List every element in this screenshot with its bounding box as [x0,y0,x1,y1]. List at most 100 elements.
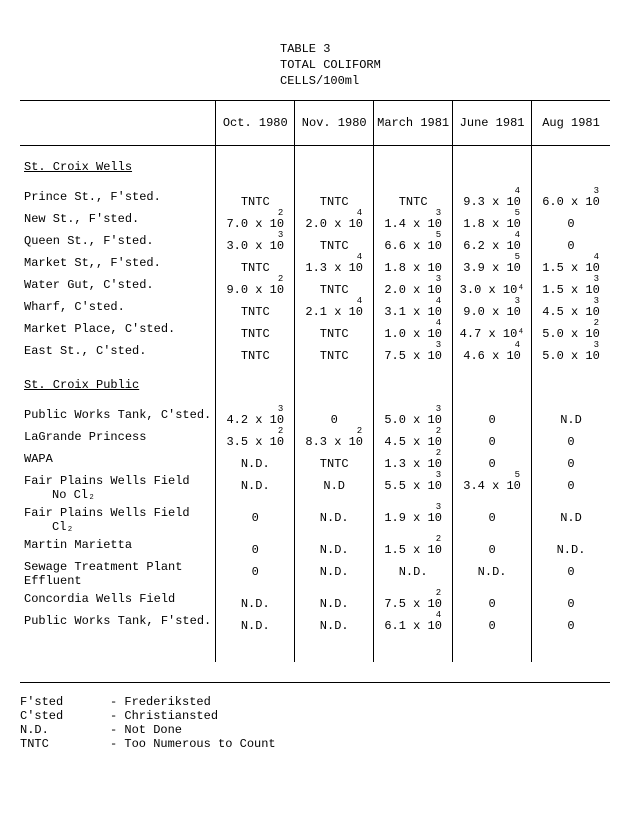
data-cell: N.D. [225,612,285,634]
col-header: Nov. 1980 [295,101,374,146]
col-header: Oct. 1980 [216,101,295,146]
row-label: Fair Plains Wells Field [24,474,190,488]
table-row: Water Gut, C'sted. 29.0 x 10 TNTC 32.0 x 10… [20,276,610,298]
data-cell: N.D. [225,450,285,472]
data-cell: 41.3 x 10 [304,254,364,276]
data-cell: 21.3 x 10 [383,450,443,472]
data-cell: TNTC [225,254,285,276]
title-line1: TABLE 3 [280,42,610,56]
row-label: LaGrande Princess [24,430,146,444]
table-row: WAPAN.D.TNTC21.3 x 1000 [20,450,610,472]
row-label: Fair Plains Wells Field [24,506,190,520]
row-label: WAPA [24,452,53,466]
legend-key: N.D. [20,723,110,737]
data-cell: TNTC [225,298,285,320]
data-cell: 46.1 x 10 [383,612,443,634]
col-header: June 1981 [453,101,532,146]
data-cell: 36.0 x 10 [541,188,601,210]
row-label: Market St,, F'sted. [24,256,161,270]
header-row: Oct. 1980 Nov. 1980 March 1981 June 1981… [20,101,610,146]
data-cell: 35.0 x 10 [383,406,443,428]
title-line2: TOTAL COLIFORM [280,58,610,72]
data-cell: 42.1 x 10 [304,298,364,320]
data-cell: 34.2 x 10 [225,406,285,428]
data-cell: 0 [462,590,522,612]
row-label: Water Gut, C'sted. [24,278,154,292]
data-cell: 41.5 x 10 [541,254,601,276]
data-cell: N.D [541,406,601,428]
data-cell: TNTC [304,320,364,342]
table-row: Market Place, C'sted.TNTCTNTC41.0 x 104.… [20,320,610,342]
data-cell: N.D. [462,558,522,580]
data-cell: 0 [462,504,522,526]
table-title: TABLE 3 TOTAL COLIFORM CELLS/100ml [280,42,610,88]
data-cell: 0 [462,406,522,428]
row-label: Public Works Tank, C'sted. [24,408,211,422]
data-cell: N.D [304,472,364,494]
data-cell: 27.0 x 10 [225,210,285,232]
table-row: Fair Plains Wells FieldNo Cl₂N.D.N.D35.5… [20,472,610,504]
legend: F'sted- FrederikstedC'sted- Christianste… [20,682,610,751]
legend-key: TNTC [20,737,110,751]
row-label: Martin Marietta [24,538,132,552]
row-label: Queen St., F'sted. [24,234,154,248]
col-header: March 1981 [374,101,453,146]
data-cell: 0 [225,536,285,558]
data-cell: 0 [541,428,601,450]
row-label: Prince St., F'sted. [24,190,161,204]
data-cell: TNTC [304,450,364,472]
row-label: Market Place, C'sted. [24,322,175,336]
data-cell: 4.7 x 10⁴ [460,320,525,342]
data-cell: 0 [304,406,364,428]
section-heading: St. Croix Public [24,378,139,392]
data-cell: 53.4 x 10 [462,472,522,494]
data-cell: 0 [462,612,522,634]
table-row: Prince St., F'sted.TNTCTNTCTNTC49.3 x 10… [20,188,610,210]
data-cell: TNTC [304,276,364,298]
data-cell: 41.0 x 10 [383,320,443,342]
data-cell: 29.0 x 10 [225,276,285,298]
data-cell: 23.5 x 10 [225,428,285,450]
data-cell: N.D. [304,536,364,558]
data-cell: 34.5 x 10 [541,298,601,320]
table-row: Concordia Wells FieldN.D.N.D.27.5 x 1000 [20,590,610,612]
legend-value: - Too Numerous to Count [110,737,276,751]
section-heading: St. Croix Wells [24,160,132,174]
data-cell: 0 [541,612,601,634]
row-label: Wharf, C'sted. [24,300,125,314]
data-cell: 0 [541,590,601,612]
data-cell: TNTC [225,342,285,364]
data-cell: 49.3 x 10 [462,188,522,210]
table-row: New St., F'sted. 27.0 x 10 42.0 x 10 31.4 x… [20,210,610,232]
table-row: LaGrande Princess23.5 x 1028.3 x 1024.5 … [20,428,610,450]
table-row: Sewage Treatment Plant Effluent0N.D.N.D.… [20,558,610,590]
data-cell: TNTC [383,188,443,210]
col-header: Aug 1981 [532,101,610,146]
data-cell: N.D. [304,504,364,526]
legend-value: - Frederiksted [110,695,211,709]
data-cell: 27.5 x 10 [383,590,443,612]
row-sublabel: No Cl₂ [24,488,215,502]
table-row: Market St,, F'sted. TNTC 41.3 x 10 1.8 x 10… [20,254,610,276]
data-cell: 1.8 x 10 [383,254,443,276]
data-cell: 21.5 x 10 [383,536,443,558]
table-row: Public Works Tank, C'sted. 34.2 x 10 0 35.0… [20,406,610,428]
data-cell: 0 [462,536,522,558]
row-label: New St., F'sted. [24,212,139,226]
data-cell: 31.5 x 10 [541,276,601,298]
legend-value: - Not Done [110,723,182,737]
legend-key: C'sted [20,709,110,723]
table-row: Public Works Tank, F'sted.N.D.N.D.46.1 x… [20,612,610,634]
data-cell: 42.0 x 10 [304,210,364,232]
row-sublabel: Cl₂ [24,520,215,534]
data-cell: 0 [541,558,601,580]
data-cell: TNTC [304,342,364,364]
data-cell: 31.4 x 10 [383,210,443,232]
data-cell: 0 [541,450,601,472]
data-cell: 0 [541,232,601,254]
data-cell: 39.0 x 10 [462,298,522,320]
table-row: Wharf, C'sted.TNTC42.1 x 1043.1 x 1039.0… [20,298,610,320]
data-cell: 32.0 x 10 [383,276,443,298]
data-cell: N.D. [304,612,364,634]
table-row: Queen St., F'sted.33.0 x 10TNTC56.6 x 10… [20,232,610,254]
